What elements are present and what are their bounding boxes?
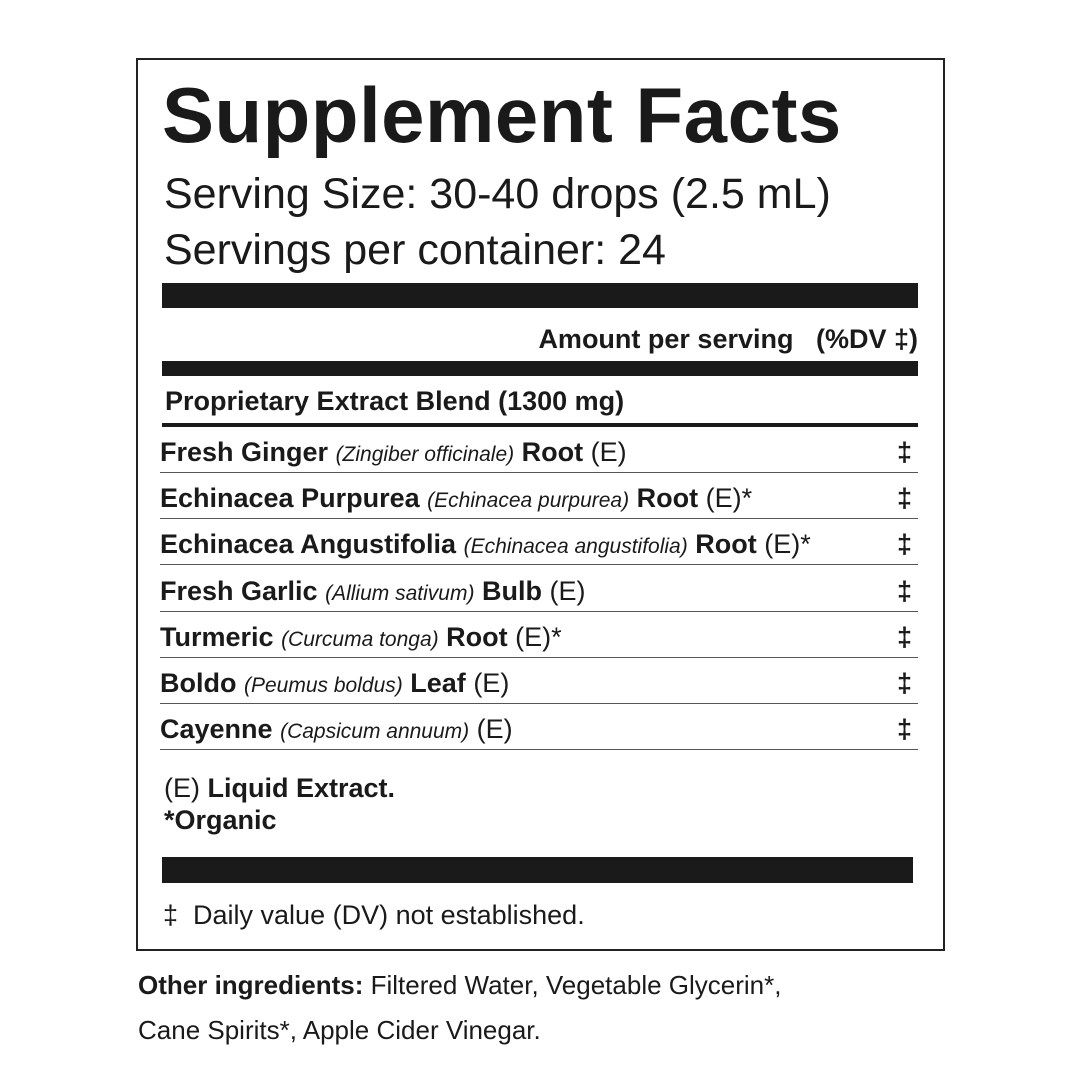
dv-symbol: ‡	[896, 668, 912, 698]
ingredient-row: Fresh Garlic (Allium sativum) Bulb (E) ‡	[160, 566, 918, 612]
other-ingredients-cont: Cane Spirits*, Apple Cider Vinegar.	[138, 1015, 541, 1045]
dv-symbol: ‡	[896, 621, 912, 652]
dv-symbol: ‡	[896, 575, 912, 606]
panel-title: Supplement Facts	[162, 71, 842, 159]
supplement-facts-panel	[136, 58, 945, 951]
ingredient-row: Echinacea Angustifolia (Echinacea angust…	[160, 519, 918, 566]
thick-divider	[162, 857, 913, 883]
servings-per-container: Servings per container: 24	[164, 226, 666, 274]
footnote-extract: (E) Liquid Extract.	[164, 773, 396, 803]
ingredient-row: Boldo (Peumus boldus) Leaf (E) ‡	[160, 658, 918, 704]
amount-header: Amount per serving (%DV ‡)	[538, 324, 918, 354]
dv-note: ‡ Daily value (DV) not established.	[163, 900, 585, 930]
serving-size: Serving Size: 30-40 drops (2.5 mL)	[164, 170, 831, 218]
dv-symbol: ‡	[896, 483, 912, 514]
footnote-organic: *Organic	[164, 805, 277, 835]
dv-symbol: ‡	[896, 529, 912, 560]
ingredient-row: Echinacea Purpurea (Echinacea purpurea) …	[160, 473, 918, 520]
ingredient-row: Cayenne (Capsicum annuum) (E) ‡	[160, 704, 918, 751]
other-ingredients: Other ingredients: Filtered Water, Veget…	[138, 970, 782, 1000]
dv-symbol: ‡	[896, 714, 912, 745]
ingredient-row: Fresh Ginger (Zingiber officinale) Root …	[160, 427, 918, 473]
divider	[162, 361, 918, 376]
blend-heading: Proprietary Extract Blend (1300 mg)	[165, 386, 625, 416]
divider	[162, 423, 918, 427]
ingredient-row: Turmeric (Curcuma tonga) Root (E)* ‡	[160, 612, 918, 658]
dv-symbol: ‡	[896, 437, 912, 467]
thick-divider	[162, 283, 918, 308]
